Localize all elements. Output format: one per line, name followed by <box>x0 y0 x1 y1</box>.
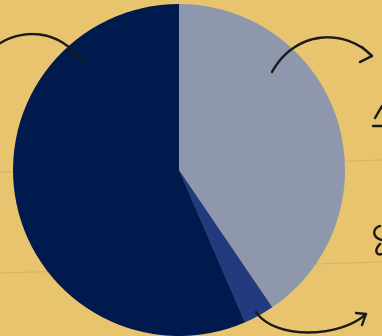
pie-slice <box>13 4 245 336</box>
pie-slice <box>179 170 273 323</box>
curved-arrow-icon <box>254 310 368 334</box>
cropped-handwriting-mark <box>371 104 382 256</box>
pie-slice <box>179 3 346 308</box>
curved-arrow-icon <box>0 32 84 64</box>
annotation-arrows <box>0 32 382 334</box>
curved-arrow-icon <box>270 36 374 74</box>
pie-slices <box>13 3 346 336</box>
